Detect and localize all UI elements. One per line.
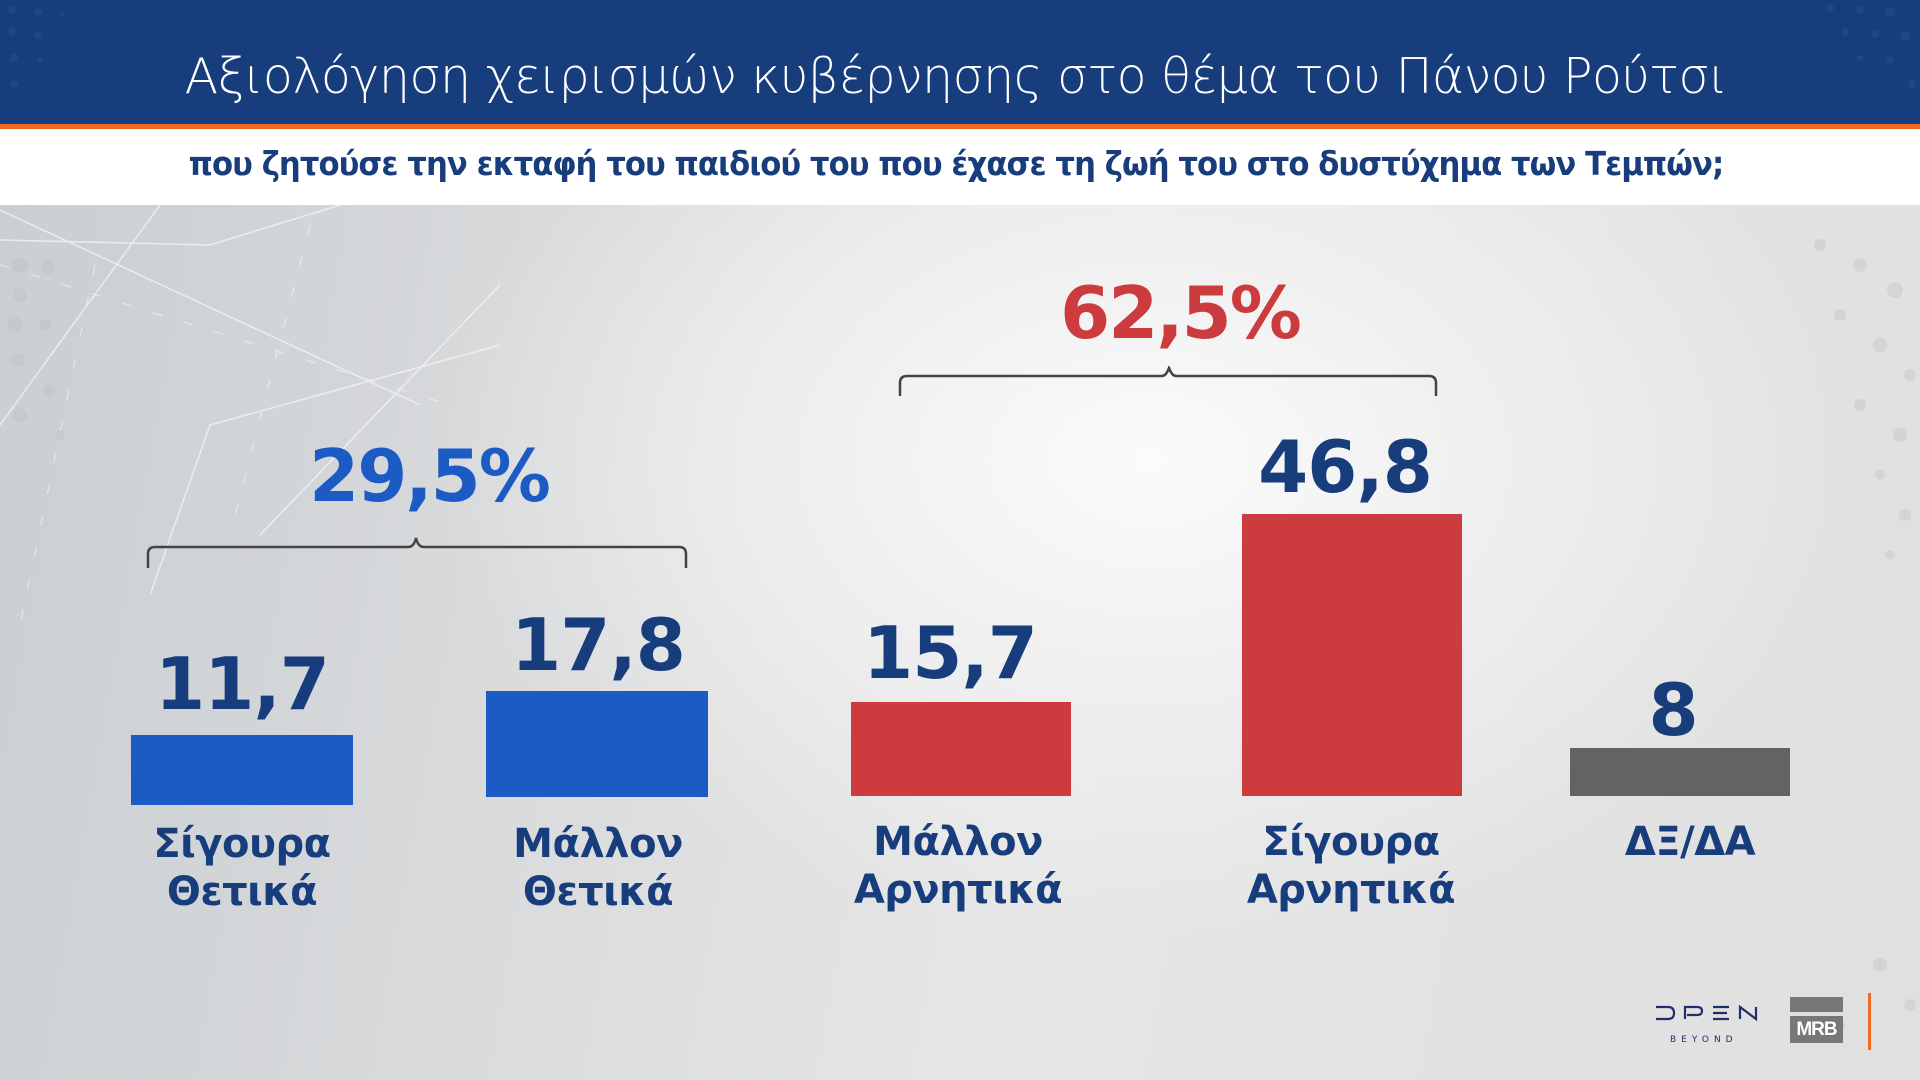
header-accent-line <box>0 124 1920 129</box>
mrb-logo: MRB <box>1790 997 1843 1043</box>
brace-negative-icon <box>898 366 1438 396</box>
page-subtitle: που ζητούσε την εκταφή του παιδιού του π… <box>188 144 1725 183</box>
mrb-logo-bar <box>1790 997 1843 1012</box>
brand-divider-line <box>1868 993 1871 1050</box>
header-band: Αξιολόγηση χειρισμών κυβέρνησης στο θέμα… <box>0 0 1920 124</box>
group-total-negative: 62,5% <box>1060 271 1302 355</box>
svg-text:BEYOND: BEYOND <box>1670 1035 1738 1045</box>
category-line-1: Μάλλον <box>513 821 683 867</box>
category-line-1: Σίγουρα <box>153 821 331 867</box>
category-line-2: Θετικά <box>166 869 318 915</box>
bar-value-label: 17,8 <box>511 603 686 687</box>
bar-value-label: 11,7 <box>155 642 330 726</box>
bar-dk-na <box>1570 748 1790 796</box>
bar-value-label: 8 <box>1648 668 1698 752</box>
bar-mallon-arnitika <box>851 702 1071 796</box>
open-beyond-logo: BEYOND <box>1652 1002 1762 1046</box>
category-line-2: Αρνητικά <box>1246 867 1456 913</box>
category-line-1: ΔΞ/ΔΑ <box>1624 819 1756 865</box>
category-line-2: Αρνητικά <box>853 867 1063 913</box>
bar-category-label: Μάλλον Θετικά <box>438 820 758 916</box>
bar-value-label: 46,8 <box>1258 425 1433 509</box>
category-line-2: Θετικά <box>522 869 674 915</box>
bar-sigoura-arnitika <box>1242 514 1462 796</box>
category-line-1: Σίγουρα <box>1262 819 1440 865</box>
category-line-1: Μάλλον <box>873 819 1043 865</box>
subtitle-band <box>0 129 1920 205</box>
bar-category-label: Σίγουρα Αρνητικά <box>1191 818 1511 914</box>
bar-category-label: Σίγουρα Θετικά <box>82 820 402 916</box>
open-logo-icon: BEYOND <box>1656 1004 1758 1045</box>
bar-category-label: Μάλλον Αρνητικά <box>798 818 1118 914</box>
mrb-logo-text: MRB <box>1790 1016 1843 1043</box>
bar-sigoura-thetika <box>131 735 353 805</box>
header-dot-pattern <box>8 4 1916 88</box>
page-title: Αξιολόγηση χειρισμών κυβέρνησης στο θέμα… <box>184 48 1728 105</box>
group-total-positive: 29,5% <box>309 434 551 518</box>
bar-value-label: 15,7 <box>863 611 1038 695</box>
bar-category-label: ΔΞ/ΔΑ <box>1530 818 1850 866</box>
bar-mallon-thetika <box>486 691 708 797</box>
brace-positive-icon <box>146 537 688 568</box>
